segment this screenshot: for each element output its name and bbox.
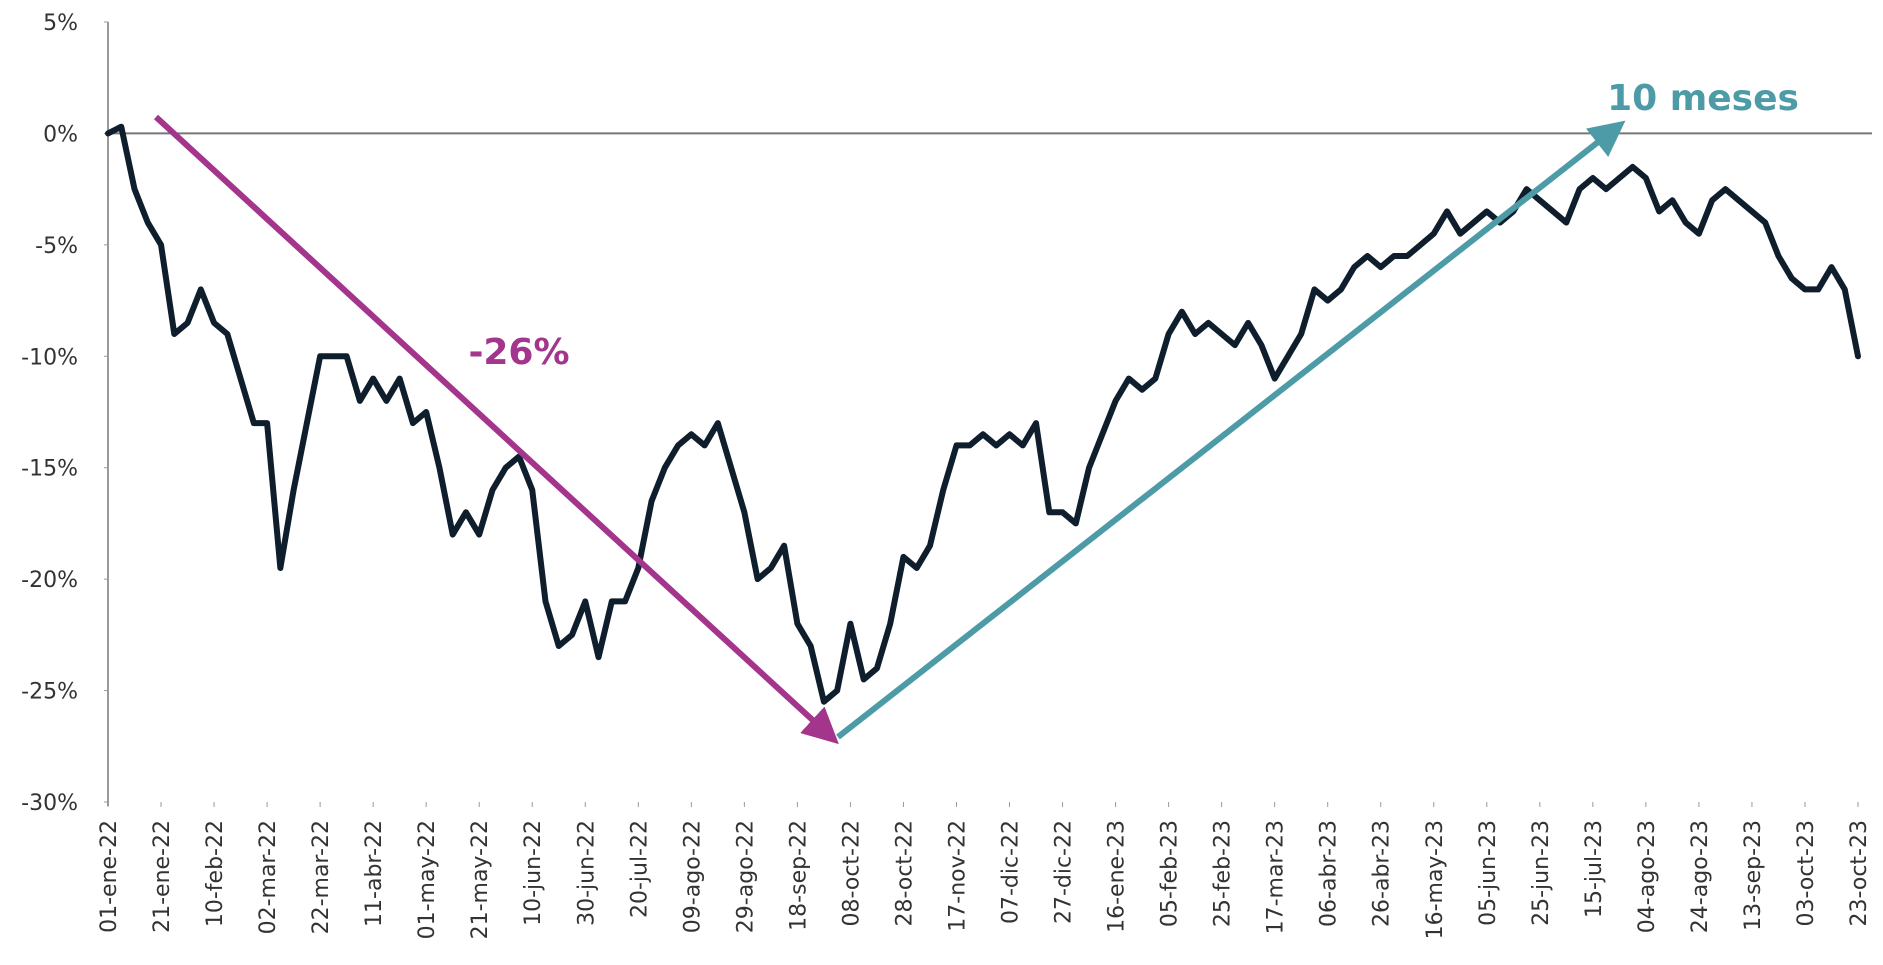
x-tick-label: 27-dic-22 — [1052, 820, 1077, 924]
x-tick-label: 04-ago-23 — [1635, 820, 1660, 933]
x-tick-label: 25-feb-23 — [1211, 820, 1236, 927]
x-tick-label: 17-mar-23 — [1264, 820, 1289, 934]
x-tick-label: 25-jun-23 — [1529, 820, 1554, 926]
y-tick-label: 0% — [43, 122, 78, 147]
y-tick-label: -15% — [21, 457, 78, 482]
x-tick-label: 08-oct-22 — [839, 820, 864, 926]
y-tick-label: 5% — [43, 11, 78, 36]
x-tick-label: 29-ago-22 — [733, 820, 758, 933]
x-tick-label: 17-nov-22 — [945, 820, 970, 932]
x-tick-label: 05-jun-23 — [1476, 820, 1501, 926]
x-tick-label: 26-abr-23 — [1370, 820, 1395, 927]
x-tick-label: 05-feb-23 — [1158, 820, 1183, 927]
x-tick-label: 16-may-23 — [1423, 820, 1448, 939]
x-tick-label: 23-oct-23 — [1847, 820, 1872, 926]
x-tick-label: 07-dic-22 — [999, 820, 1024, 924]
x-tick-label: 02-mar-22 — [256, 820, 281, 934]
x-tick-label: 24-ago-23 — [1688, 820, 1713, 933]
x-tick-label: 09-ago-22 — [680, 820, 705, 933]
x-tick-label: 01-may-22 — [415, 820, 440, 939]
x-tick-label: 20-jul-22 — [627, 820, 652, 918]
x-tick-label: 18-sep-22 — [786, 820, 811, 931]
y-tick-label: -25% — [21, 680, 78, 705]
annotations: -26% 10 meses — [153, 78, 1799, 745]
x-tick-label: 30-jun-22 — [574, 820, 599, 926]
y-tick-label: -10% — [21, 345, 78, 370]
y-tick-label: -30% — [21, 791, 78, 816]
x-tick-label: 22-mar-22 — [309, 820, 334, 934]
annotation: 10 meses — [1607, 78, 1799, 119]
recovery-arrow — [836, 120, 1626, 740]
x-tick-label: 10-jun-22 — [521, 820, 546, 926]
x-tick-label: 21-ene-22 — [150, 820, 175, 933]
x-tick-label: 03-oct-23 — [1794, 820, 1819, 926]
plot-area — [105, 123, 1861, 705]
y-tick-label: -5% — [35, 234, 78, 259]
x-tick-label: 13-sep-23 — [1741, 820, 1766, 931]
x-tick-label: 28-oct-22 — [892, 820, 917, 926]
x-tick-label: 21-may-22 — [468, 820, 493, 939]
x-tick-label: 11-abr-22 — [362, 820, 387, 927]
series-line — [105, 123, 1861, 705]
x-tick-label: 01-ene-22 — [97, 820, 122, 933]
drawdown-arrow — [153, 114, 839, 745]
x-tick-label: 16-ene-23 — [1105, 820, 1130, 933]
annotation: -26% — [468, 332, 569, 373]
x-tick-label: 10-feb-22 — [203, 820, 228, 927]
y-tick-label: -20% — [21, 568, 78, 593]
x-tick-label: 15-jul-23 — [1582, 820, 1607, 918]
x-tick-label: 06-abr-23 — [1317, 820, 1342, 927]
axes: 5% 0% -5% -10% -15% -20% -25% -30% 01-ene-22 21-e… — [21, 11, 1872, 939]
